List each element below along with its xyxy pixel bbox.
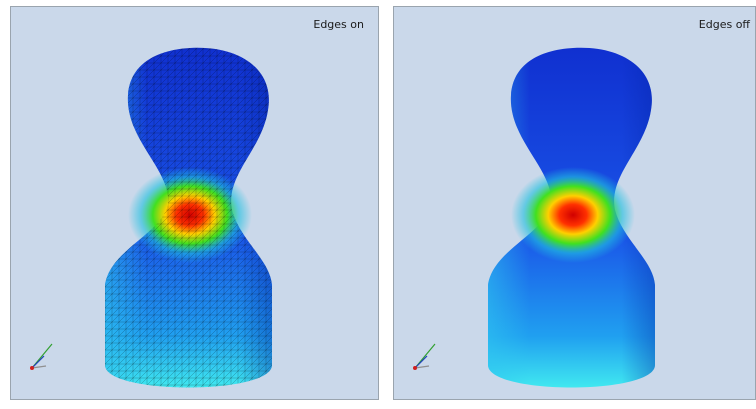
screenshot: Edges on Edges off — [0, 0, 756, 405]
panel-label: Edges off — [699, 18, 751, 31]
panel: Edges on — [11, 7, 379, 400]
panel-label: Edges on — [313, 18, 364, 31]
panel: Edges off — [394, 7, 756, 400]
